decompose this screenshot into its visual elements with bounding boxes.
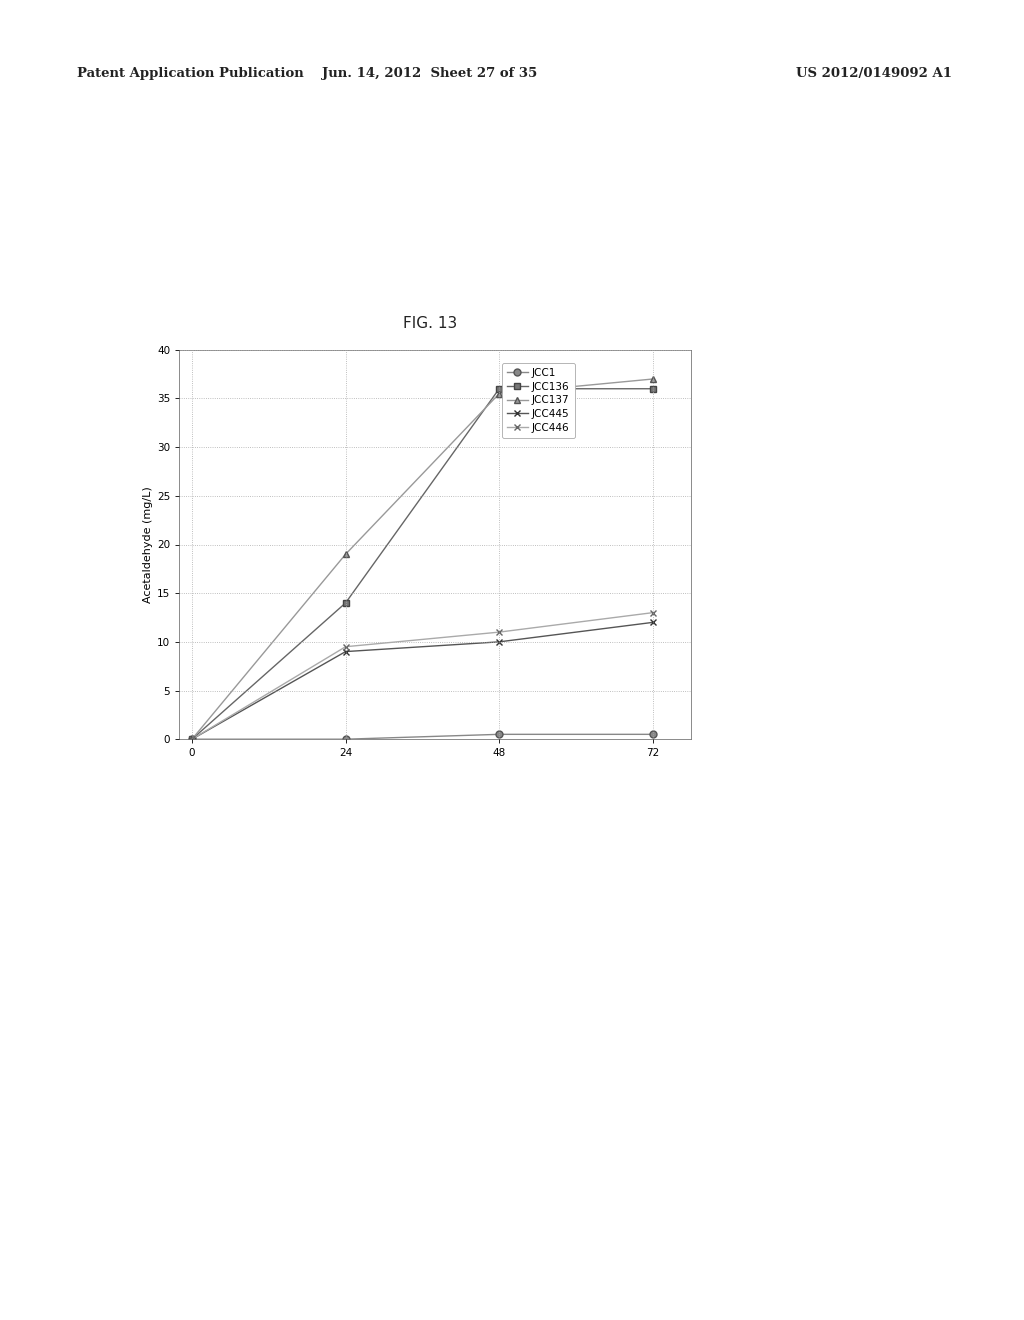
JCC1	[494, 726, 506, 742]
JCC137	[340, 546, 352, 562]
JCC137	[647, 371, 659, 387]
JCC446	[340, 639, 352, 655]
JCC446	[647, 605, 659, 620]
JCC445	[647, 615, 659, 631]
Line: JCC445: JCC445	[188, 619, 656, 743]
JCC137	[186, 731, 199, 747]
Text: FIG. 13: FIG. 13	[403, 315, 457, 331]
Line: JCC137: JCC137	[188, 375, 656, 743]
Legend: JCC1, JCC136, JCC137, JCC445, JCC446: JCC1, JCC136, JCC137, JCC445, JCC446	[502, 363, 574, 438]
Y-axis label: Acetaldehyde (mg/L): Acetaldehyde (mg/L)	[142, 486, 153, 603]
Line: JCC1: JCC1	[188, 731, 656, 743]
JCC136	[494, 380, 506, 396]
Text: Patent Application Publication: Patent Application Publication	[77, 67, 303, 81]
JCC446	[186, 731, 199, 747]
JCC1	[340, 731, 352, 747]
JCC445	[186, 731, 199, 747]
JCC1	[186, 731, 199, 747]
JCC136	[647, 380, 659, 396]
Text: Jun. 14, 2012  Sheet 27 of 35: Jun. 14, 2012 Sheet 27 of 35	[323, 67, 538, 81]
Line: JCC446: JCC446	[188, 609, 656, 743]
JCC136	[186, 731, 199, 747]
Text: US 2012/0149092 A1: US 2012/0149092 A1	[797, 67, 952, 81]
Line: JCC136: JCC136	[188, 385, 656, 743]
JCC446	[494, 624, 506, 640]
JCC136	[340, 595, 352, 611]
JCC445	[494, 634, 506, 649]
JCC137	[494, 385, 506, 401]
JCC445	[340, 644, 352, 660]
JCC1	[647, 726, 659, 742]
